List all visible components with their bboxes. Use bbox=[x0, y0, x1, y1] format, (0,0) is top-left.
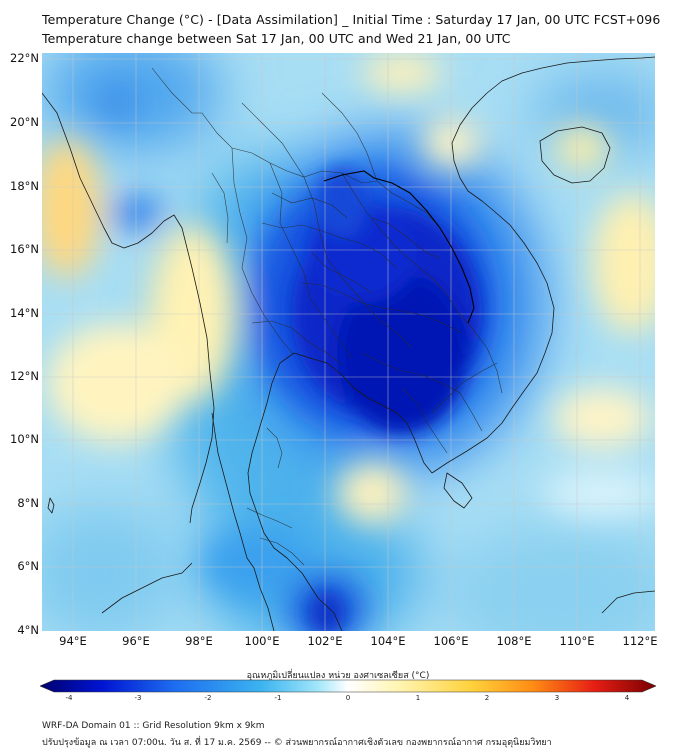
footer-credit: ปรับปรุงข้อมูล ณ เวลา 07:00น. วัน ส. ที่… bbox=[42, 738, 552, 748]
map-gridlines bbox=[42, 53, 655, 631]
lat-label: 14°N bbox=[10, 306, 39, 320]
lon-label: 112°E bbox=[622, 634, 658, 648]
lat-label: 10°N bbox=[10, 432, 39, 446]
colorbar-label: อุณหภูมิเปลี่ยนแปลง หน่วย องศาเซลเซียส (… bbox=[246, 671, 430, 681]
lat-label: 4°N bbox=[17, 623, 39, 637]
coastlines bbox=[42, 56, 655, 631]
lon-label: 96°E bbox=[122, 634, 150, 648]
colorbar-tick: 0 bbox=[345, 694, 351, 702]
lat-label: 18°N bbox=[10, 179, 39, 193]
colorbar-tick: -1 bbox=[274, 694, 282, 702]
colorbar bbox=[40, 679, 656, 693]
lon-label: 104°E bbox=[370, 634, 406, 648]
lon-label: 98°E bbox=[185, 634, 213, 648]
lon-label: 94°E bbox=[59, 634, 87, 648]
lat-label: 8°N bbox=[17, 496, 39, 510]
lon-label: 100°E bbox=[244, 634, 280, 648]
lat-label: 22°N bbox=[10, 51, 39, 65]
colorbar-tick: 3 bbox=[554, 694, 560, 702]
admin-borders bbox=[151, 67, 503, 566]
temperature-change-map bbox=[42, 53, 655, 631]
colorbar-tick: 2 bbox=[484, 694, 490, 702]
title-line-2: Temperature change between Sat 17 Jan, 0… bbox=[42, 31, 511, 46]
footer-model-info: WRF-DA Domain 01 :: Grid Resolution 9km … bbox=[42, 721, 265, 731]
lat-label: 20°N bbox=[10, 115, 39, 129]
lon-label: 102°E bbox=[307, 634, 343, 648]
lon-label: 110°E bbox=[559, 634, 595, 648]
lat-label: 6°N bbox=[17, 559, 39, 573]
lat-label: 16°N bbox=[10, 242, 39, 256]
lon-label: 108°E bbox=[496, 634, 532, 648]
colorbar-tick: 1 bbox=[415, 694, 421, 702]
colorbar-tick: -2 bbox=[204, 694, 212, 702]
lon-label: 106°E bbox=[433, 634, 469, 648]
lat-label: 12°N bbox=[10, 369, 39, 383]
colorbar-tick: -4 bbox=[65, 694, 73, 702]
title-line-1: Temperature Change (°C) - [Data Assimila… bbox=[42, 12, 661, 27]
country-border-laos bbox=[323, 170, 475, 324]
colorbar-tick: 4 bbox=[624, 694, 630, 702]
colorbar-tick: -3 bbox=[134, 694, 142, 702]
